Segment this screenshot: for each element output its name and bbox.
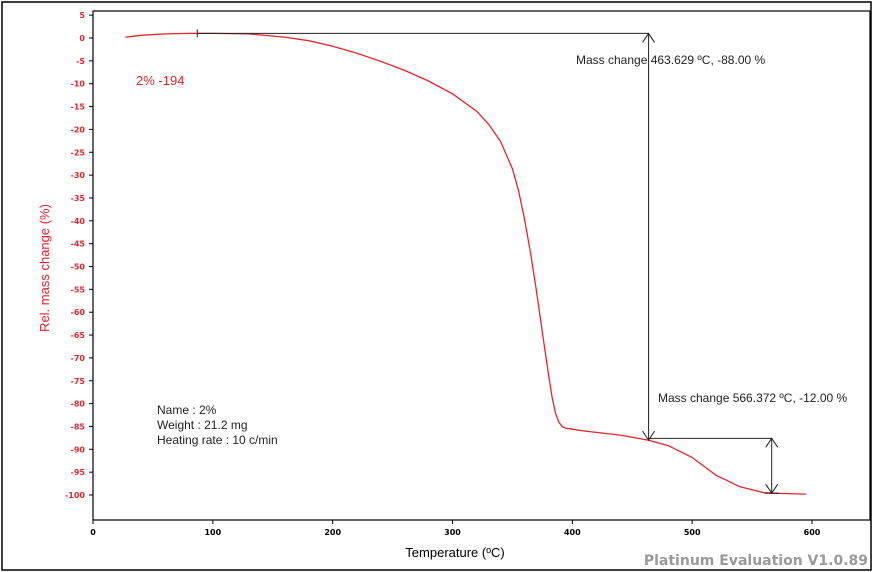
y-tick-label: 0	[79, 34, 85, 43]
watermark: Platinum Evaluation V1.0.89	[644, 553, 868, 569]
y-tick-label: 5	[79, 11, 85, 20]
series-label: 2% -194	[136, 73, 184, 88]
y-axis-label: Rel. mass change (%)	[37, 204, 52, 332]
x-tick-label: 500	[684, 528, 701, 537]
y-tick-label: -60	[71, 308, 86, 317]
info-name: Name : 2%	[157, 403, 217, 417]
y-tick-label: -55	[71, 285, 86, 294]
x-tick-label: 0	[90, 528, 96, 537]
y-tick-label: -25	[71, 148, 86, 157]
y-tick-label: -30	[71, 171, 86, 180]
mass-change-annotations	[196, 29, 779, 495]
y-tick-label: -35	[71, 194, 86, 203]
series-line-mass-change	[125, 32, 807, 495]
x-axis-label: Temperature (ºC)	[405, 545, 504, 560]
annotation-label-1: Mass change 463.629 ºC, -88.00 %	[576, 53, 765, 67]
x-axis: 0 100 200 300 400 500 600	[90, 520, 821, 537]
x-tick-label: 600	[804, 528, 821, 537]
y-tick-label: -65	[71, 331, 86, 340]
y-tick-label: -15	[71, 103, 86, 112]
y-tick-label: -20	[71, 125, 86, 134]
y-tick-label: -50	[71, 263, 86, 272]
y-tick-label: -80	[71, 400, 86, 409]
y-tick-label: -75	[71, 377, 86, 386]
arrow-head	[642, 430, 655, 442]
x-tick-label: 400	[564, 528, 581, 537]
arrow-head	[642, 32, 655, 43]
y-tick-label: -90	[71, 445, 86, 454]
y-tick-label: -5	[76, 57, 85, 66]
x-tick-label: 300	[444, 528, 461, 537]
info-weight: Weight : 21.2 mg	[157, 418, 248, 432]
info-heating-rate: Heating rate : 10 c/min	[157, 433, 278, 447]
y-tick-label: -95	[71, 468, 86, 477]
annotation-label-2: Mass change 566.372 ºC, -12.00 %	[658, 391, 847, 405]
x-tick-label: 100	[204, 528, 221, 537]
y-tick-label: -45	[71, 240, 86, 249]
y-tick-label: -85	[71, 422, 86, 431]
y-axis: 5 0 -5 -10 -15 -20 -25 -30 -35 -40 -45 -50 -55 -60 -65…	[65, 11, 93, 500]
y-tick-label: -40	[71, 217, 86, 226]
arrow-head	[765, 437, 779, 448]
plot-area-border	[92, 10, 871, 521]
y-tick-label: -100	[65, 491, 85, 500]
y-tick-label: -70	[71, 354, 86, 363]
y-tick-label: -10	[71, 80, 86, 89]
x-tick-label: 200	[324, 528, 341, 537]
